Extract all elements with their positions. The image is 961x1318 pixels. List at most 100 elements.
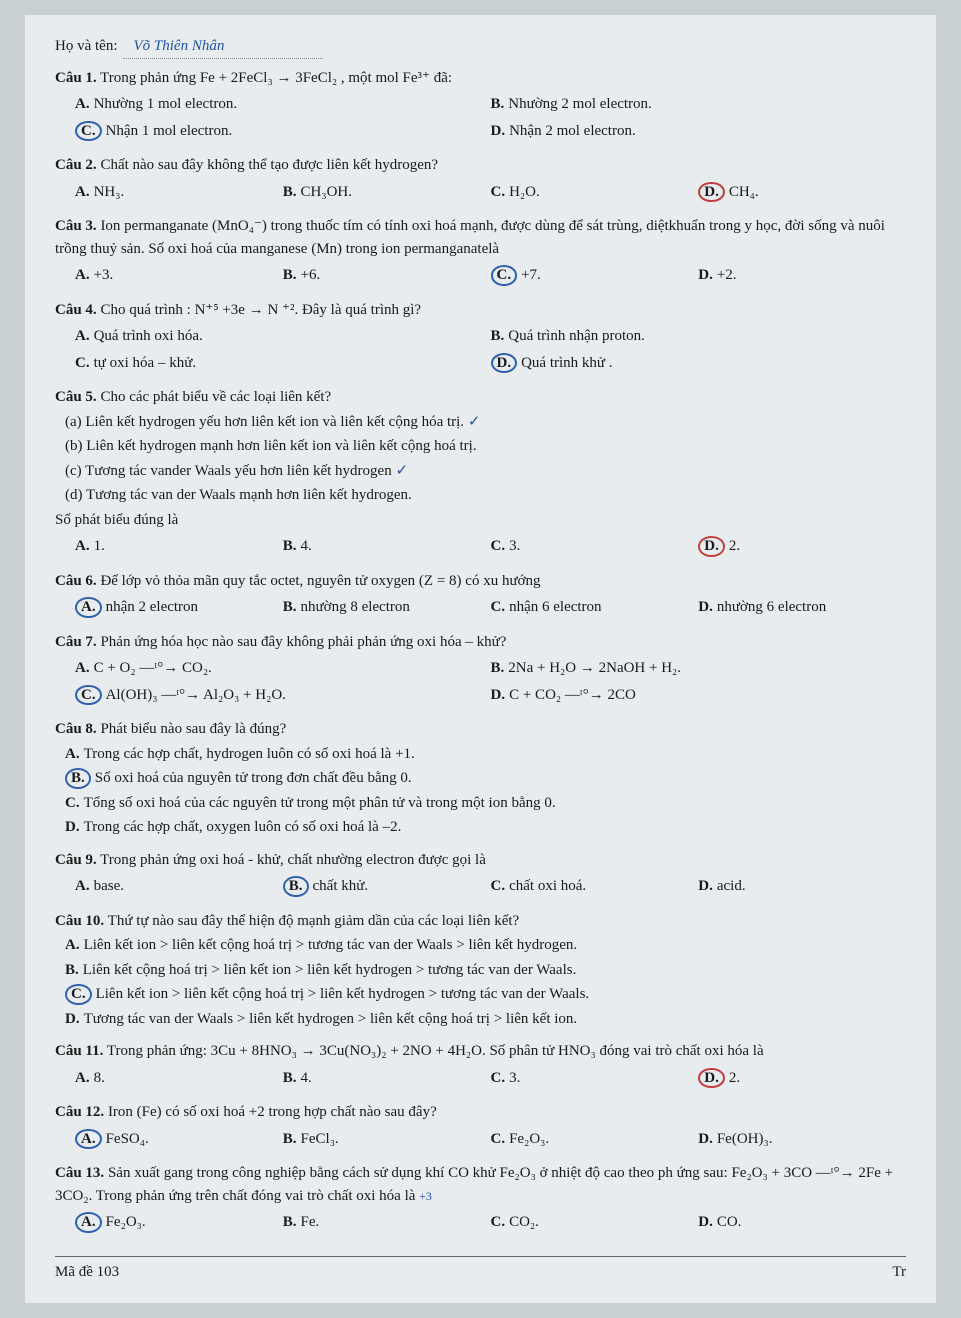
q13-options: A.Fe₂O₃. B.Fe. C.CO₂. D.CO. [75,1209,906,1236]
q6-opt-b: B.nhường 8 electron [283,594,491,621]
q7-opt-b: B.2Na + H₂O → 2NaOH + H₂. [491,655,907,682]
q4-label: Câu 4. [55,302,97,318]
q13-opt-d: D.CO. [698,1209,906,1236]
question-3: Câu 3. Ion permanganate (MnO₄⁻) trong th… [55,215,906,289]
q5-stmt-c: (c) Tương tác vander Waals yếu hơn liên … [65,460,906,483]
q12-opt-c: C.Fe₂O₃. [491,1126,699,1153]
q1-label: Câu 1. [55,70,97,86]
q11-opt-a: A.8. [75,1065,283,1092]
q7-label: Câu 7. [55,634,97,650]
q4-text: Cho quá trình : N⁺⁵ +3e → N ⁺². Đây là q… [100,302,421,318]
q9-opt-c: C.chất oxi hoá. [491,873,699,900]
question-5: Câu 5. Cho các phát biểu về các loại liê… [55,386,906,560]
q6-opt-a: A.nhận 2 electron [75,594,283,621]
q12-opt-a: A.FeSO₄. [75,1126,283,1153]
question-4: Câu 4. Cho quá trình : N⁺⁵ +3e → N ⁺². Đ… [55,299,906,377]
q3-label: Câu 3. [55,218,97,234]
q6-text: Để lớp vỏ thỏa mãn quy tắc octet, nguyên… [100,573,540,589]
q3-text: Ion permanganate (MnO₄⁻) trong thuốc tím… [55,218,885,257]
q6-label: Câu 6. [55,573,97,589]
q11-text: Trong phản ứng: 3Cu + 8HNO₃ → 3Cu(NO₃)₂ … [107,1043,764,1059]
q5-prompt: Số phát biểu đúng là [55,509,906,532]
q7-opt-d: D.C + CO₂ —ᵗ°→ 2CO [491,682,907,709]
q11-opt-c: C.3. [491,1065,699,1092]
student-name-line: Họ và tên: Võ Thiên Nhân [55,35,906,59]
q2-opt-b: B.CH₃OH. [283,179,491,206]
q4-opt-b: B.Quá trình nhận proton. [491,323,907,350]
q12-options: A.FeSO₄. B.FeCl₃. C.Fe₂O₃. D.Fe(OH)₃. [75,1126,906,1153]
check-icon: ✓ [395,463,408,479]
q10-opt-d: D.Tương tác van der Waals > liên kết hyd… [65,1008,906,1031]
q8-opt-d: D.Trong các hợp chất, oxygen luôn có số … [65,816,906,839]
q11-label: Câu 11. [55,1043,103,1059]
q5-opt-c: C.3. [491,533,699,560]
q4-opt-d: D.Quá trình khử . [491,350,907,377]
question-12: Câu 12. Iron (Fe) có số oxi hoá +2 trong… [55,1101,906,1152]
q9-opt-a: A.base. [75,873,283,900]
exam-code: Mã đề 103 [55,1261,119,1284]
question-1: Câu 1. Trong phản ứng Fe + 2FeCl₃ → 3FeC… [55,67,906,145]
check-icon: ✓ [468,414,481,430]
q5-statements: (a) Liên kết hydrogen yếu hơn liên kết i… [65,411,906,507]
question-2: Câu 2. Chất nào sau đây không thể tạo đư… [55,154,906,205]
q8-opt-a: A.Trong các hợp chất, hydrogen luôn có s… [65,743,906,766]
question-9: Câu 9. Trong phản ứng oxi hoá - khử, chấ… [55,849,906,900]
q3-opt-b: B.+6. [283,262,491,289]
q5-opt-b: B.4. [283,533,491,560]
q12-opt-b: B.FeCl₃. [283,1126,491,1153]
q8-opt-b: B.Số oxi hoá của nguyên tử trong đơn chấ… [65,767,906,790]
q7-opt-a: A.C + O₂ —ᵗ°→ CO₂. [75,655,491,682]
page-number: Tr [892,1261,906,1284]
q5-text: Cho các phát biểu về các loại liên kết? [100,389,331,405]
question-7: Câu 7. Phản ứng hóa học nào sau đây khôn… [55,631,906,709]
q13-opt-c: C.CO₂. [491,1209,699,1236]
q7-opt-c: C.Al(OH)₃ —ᵗ°→ Al₂O₃ + H₂O. [75,682,491,709]
q11-options: A.8. B.4. C.3. D.2. [75,1065,906,1092]
q11-opt-b: B.4. [283,1065,491,1092]
q5-stmt-b: (b) Liên kết hydrogen mạnh hơn liên kết … [65,435,906,458]
q6-opt-d: D.nhường 6 electron [698,594,906,621]
q12-label: Câu 12. [55,1104,104,1120]
q8-text: Phát biểu nào sau đây là đúng? [100,721,286,737]
exam-paper: Họ và tên: Võ Thiên Nhân Câu 1. Trong ph… [25,15,936,1303]
annotation-plus3: +3 [419,1189,432,1203]
question-6: Câu 6. Để lớp vỏ thỏa mãn quy tắc octet,… [55,570,906,621]
q6-options: A.nhận 2 electron B.nhường 8 electron C.… [75,594,906,621]
q1-opt-a: A.Nhường 1 mol electron. [75,91,491,118]
q2-opt-d: D.CH₄. [698,179,906,206]
q8-opt-c: C.Tổng số oxi hoá của các nguyên tử tron… [65,792,906,815]
q10-label: Câu 10. [55,913,104,929]
q12-opt-d: D.Fe(OH)₃. [698,1126,906,1153]
q10-text: Thứ tự nào sau đây thể hiện độ mạnh giảm… [108,913,520,929]
question-8: Câu 8. Phát biểu nào sau đây là đúng? A.… [55,718,906,839]
q8-label: Câu 8. [55,721,97,737]
q12-text: Iron (Fe) có số oxi hoá +2 trong hợp chấ… [108,1104,437,1120]
q13-text: Sản xuất gang trong công nghiệp bằng các… [55,1165,893,1204]
q1-opt-c: C.Nhận 1 mol electron. [75,118,491,145]
name-label: Họ và tên: [55,35,117,58]
q10-opt-c: C.Liên kết ion > liên kết cộng hoá trị >… [65,983,906,1006]
q5-opt-a: A.1. [75,533,283,560]
q2-opt-a: A.NH₃. [75,179,283,206]
q2-options: A.NH₃. B.CH₃OH. C.H₂O. D.CH₄. [75,179,906,206]
q5-opt-d: D.2. [698,533,906,560]
q9-opt-b: B.chất khử. [283,873,491,900]
q10-options: A.Liên kết ion > liên kết cộng hoá trị >… [65,934,906,1030]
q13-opt-b: B.Fe. [283,1209,491,1236]
q2-text: Chất nào sau đây không thể tạo được liên… [100,157,438,173]
q10-opt-a: A.Liên kết ion > liên kết cộng hoá trị >… [65,934,906,957]
q11-opt-d: D.2. [698,1065,906,1092]
q1-text: Trong phản ứng Fe + 2FeCl₃ → 3FeCl₂ , mộ… [100,70,452,86]
q2-opt-c: C.H₂O. [491,179,699,206]
q10-opt-b: B.Liên kết cộng hoá trị > liên kết ion >… [65,959,906,982]
q4-options: A.Quá trình oxi hóa. B.Quá trình nhận pr… [75,323,906,376]
q4-opt-a: A.Quá trình oxi hóa. [75,323,491,350]
q6-opt-c: C.nhận 6 electron [491,594,699,621]
q9-text: Trong phản ứng oxi hoá - khử, chất nhườn… [100,852,486,868]
q13-label: Câu 13. [55,1165,104,1181]
q13-opt-a: A.Fe₂O₃. [75,1209,283,1236]
q3-opt-c: C.+7. [491,262,699,289]
q5-stmt-d: (d) Tương tác van der Waals mạnh hơn liê… [65,484,906,507]
q3-opt-d: D.+2. [698,262,906,289]
question-13: Câu 13. Sản xuất gang trong công nghiệp … [55,1162,906,1236]
